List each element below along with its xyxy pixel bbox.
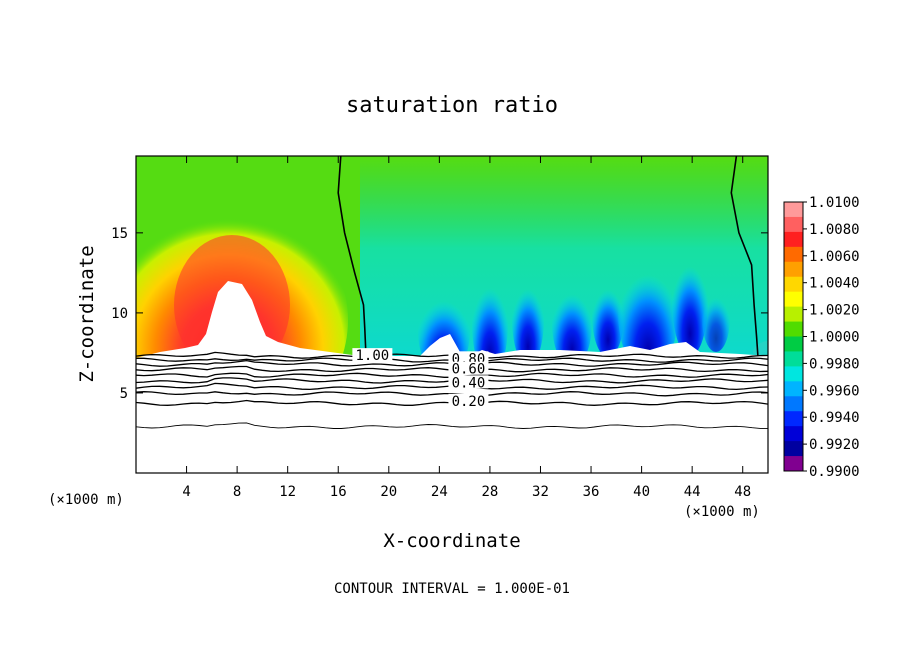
x-axis-label: X-coordinate xyxy=(383,530,520,552)
colorbar-label: 0.9960 xyxy=(809,383,860,399)
colorbar-swatch xyxy=(784,336,803,352)
plot-frame xyxy=(135,155,769,474)
contour-label: 0.60 xyxy=(452,362,486,378)
colorbar-swatch xyxy=(784,396,803,412)
x-tick-label: 24 xyxy=(431,484,448,500)
colorbar-swatch xyxy=(784,426,803,442)
colorbar-swatch xyxy=(784,366,803,382)
colorbar-label: 0.9900 xyxy=(809,464,860,480)
colorbar-swatch xyxy=(784,202,803,218)
x-tick-label: 44 xyxy=(684,484,701,500)
contour-label-bg xyxy=(448,361,489,375)
unity-contour xyxy=(730,156,759,357)
y-axis-label: Z-coordinate xyxy=(76,245,98,382)
x-tick-label: 4 xyxy=(182,484,190,500)
colorbar-label: 1.0020 xyxy=(809,303,860,319)
x-tick-label: 8 xyxy=(233,484,241,500)
x-tick-label: 36 xyxy=(583,484,600,500)
contour-labels: 1.00 0.800.600.400.20 xyxy=(352,348,489,410)
y-tick-label: 5 xyxy=(120,386,128,402)
colorbar-swatch xyxy=(784,441,803,457)
colorbar-swatch xyxy=(784,456,803,472)
y-axis: 5 10 15 xyxy=(111,226,768,402)
colorbar-label: 1.0060 xyxy=(809,249,860,265)
colorbar-swatch xyxy=(784,351,803,367)
colorbar-swatch xyxy=(784,381,803,397)
colorbar-label: 0.9940 xyxy=(809,410,860,426)
colorbar: 1.0100 1.0080 1.0060 1.0040 1.0020 1.0000 0.99… xyxy=(783,195,860,480)
x-tick-label: 16 xyxy=(330,484,347,500)
contour-label-bg xyxy=(448,393,489,407)
colorbar-swatch xyxy=(784,261,803,278)
unity-contour-lines xyxy=(337,156,759,357)
colorbar-swatch xyxy=(784,321,803,337)
contour-interval-footer: CONTOUR INTERVAL = 1.000E-01 xyxy=(334,581,570,597)
contour-label: 1.00 xyxy=(356,348,390,364)
subsaturated-region xyxy=(360,156,768,378)
contour-label: 0.40 xyxy=(452,375,486,391)
colorbar-swatch xyxy=(784,291,803,308)
contour-label-bg xyxy=(448,375,489,389)
contour-line xyxy=(136,391,768,397)
colorbar-swatch xyxy=(784,231,803,248)
x-tick-label: 12 xyxy=(279,484,296,500)
x-tick-label: 32 xyxy=(532,484,549,500)
colorbar-swatch xyxy=(784,216,803,233)
y-tick-label: 15 xyxy=(111,226,128,242)
plot-area: 1.00 0.800.600.400.20 xyxy=(136,156,768,473)
chart-title: saturation ratio xyxy=(346,93,558,118)
colorbar-label: 1.0040 xyxy=(809,276,860,292)
colorbar-label: 1.0100 xyxy=(809,195,860,211)
contour-line xyxy=(136,422,768,430)
colorbar-label: 0.9920 xyxy=(809,437,860,453)
colorbar-swatch xyxy=(784,246,803,263)
contour-label-bg xyxy=(448,351,489,365)
colorbar-label: 0.9980 xyxy=(809,356,860,372)
colorbar-swatch xyxy=(784,276,803,293)
x-tick-label: 28 xyxy=(481,484,498,500)
colorbar-swatch xyxy=(784,306,803,323)
colorbar-label: 1.0080 xyxy=(809,222,860,238)
unity-contour xyxy=(337,156,367,357)
colorbar-label: 1.0000 xyxy=(809,330,860,346)
contour-label: 0.20 xyxy=(452,394,486,410)
x-tick-label: 48 xyxy=(734,484,751,500)
x-tick-label: 40 xyxy=(633,484,650,500)
y-tick-label: 10 xyxy=(111,306,128,322)
colorbar-swatch xyxy=(784,411,803,427)
x-tick-label: 20 xyxy=(380,484,397,500)
contour-label-bg xyxy=(352,348,393,362)
x-unit-left: (×1000 m) xyxy=(48,492,124,508)
x-unit-right: (×1000 m) xyxy=(684,504,760,520)
x-axis: 4 8 12 16 20 24 28 32 36 40 44 48 xyxy=(182,156,751,500)
